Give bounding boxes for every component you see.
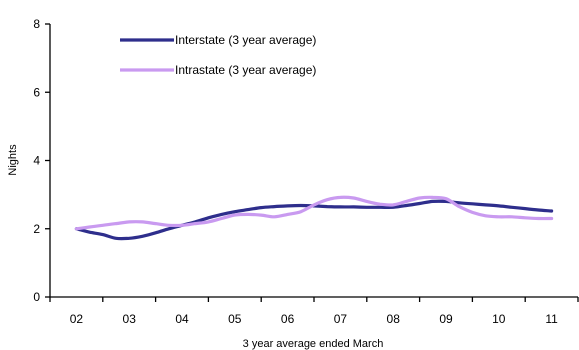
y-tick-label: 0	[33, 290, 40, 304]
x-tick-label: 09	[439, 312, 453, 326]
legend: Interstate (3 year average) Intrastate (3…	[120, 33, 316, 77]
x-tick-label: 02	[70, 312, 84, 326]
x-tick-label: 08	[387, 312, 401, 326]
legend-label-intrastate: Intrastate (3 year average)	[175, 63, 316, 77]
y-axis-title: Nights	[7, 144, 19, 176]
x-tick-label: 07	[334, 312, 348, 326]
x-tick-label: 06	[281, 312, 295, 326]
series-layer	[74, 195, 554, 241]
x-axis-title: 3 year average ended March	[243, 338, 384, 350]
x-tick-label: 04	[175, 312, 189, 326]
y-tick-label: 2	[33, 222, 40, 236]
x-tick-label: 03	[123, 312, 137, 326]
x-tick-label: 11	[545, 312, 558, 326]
legend-label-interstate: Interstate (3 year average)	[175, 33, 316, 47]
y-tick-label: 6	[33, 85, 40, 99]
y-tick-label: 8	[33, 17, 40, 31]
y-tick-label: 4	[33, 154, 40, 168]
x-tick-label: 10	[492, 312, 506, 326]
series-line-intrastate	[74, 195, 554, 231]
x-tick-label: 05	[228, 312, 242, 326]
series-line-interstate	[74, 199, 554, 241]
